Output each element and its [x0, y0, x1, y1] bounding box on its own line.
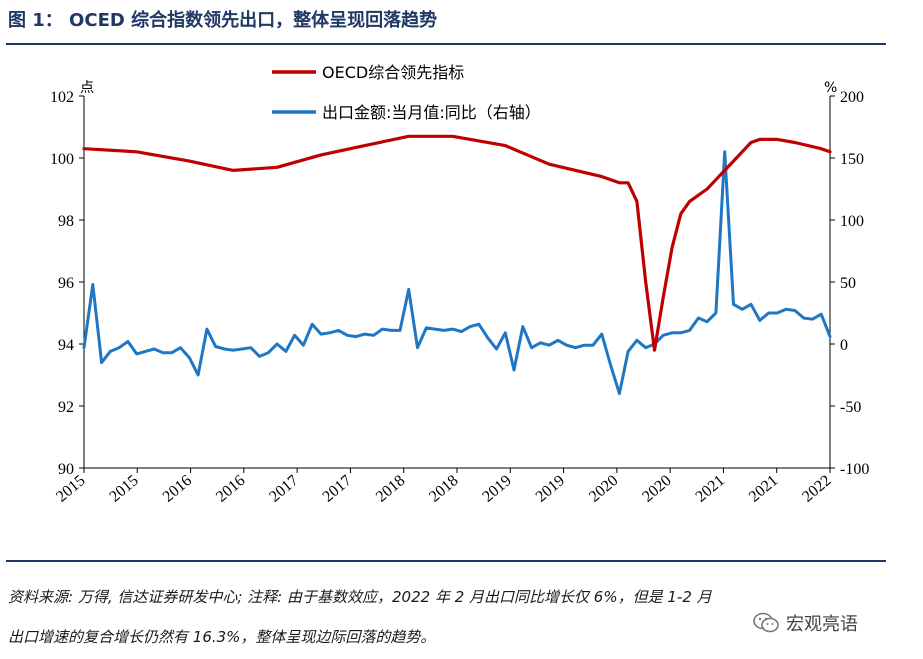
left-axis-unit: 点 [80, 80, 94, 96]
x-tick-label: 2015 [106, 472, 141, 506]
x-tick-label: 2016 [213, 472, 248, 506]
left-tick-label: 92 [58, 399, 74, 416]
right-tick-label: 200 [840, 89, 864, 106]
x-axis-ticks: 2015 2015 2016 2016 2017 2017 2018 2018 2019 2019… [53, 468, 835, 506]
right-tick-label: 50 [840, 275, 856, 292]
right-tick-label: 0 [840, 337, 848, 354]
right-tick-label: 100 [840, 213, 864, 230]
watermark: 宏观亮语 [752, 610, 858, 636]
x-tick-label: 2018 [426, 472, 461, 506]
source-note-line-2: 出口增速的复合增长仍然有 16.3%，整体呈现边际回落的趋势。 [8, 628, 436, 646]
wechat-icon [753, 612, 779, 633]
dual-axis-line-chart: 90 92 94 96 98 100 102 -100 -50 0 50 100 150 200 201… [50, 63, 869, 506]
series-layer [82, 134, 832, 396]
x-tick-label: 2017 [266, 472, 301, 506]
right-tick-label: -100 [840, 461, 869, 478]
right-tick-label: 150 [840, 151, 864, 168]
x-tick-label: 2021 [746, 472, 781, 506]
x-tick-label: 2018 [373, 472, 408, 506]
left-tick-label: 98 [58, 213, 74, 230]
x-tick-label: 2019 [479, 472, 514, 506]
left-tick-label: 100 [50, 151, 74, 168]
x-tick-label: 2020 [639, 472, 674, 506]
x-tick-label: 2017 [320, 472, 355, 506]
figure-title: 图 1： OCED 综合指数领先出口，整体呈现回落趋势 [8, 10, 438, 31]
oecd-leading-indicator-line [82, 134, 832, 352]
left-tick-label: 96 [58, 275, 74, 292]
top-divider [6, 43, 886, 45]
watermark-text: 宏观亮语 [786, 614, 858, 635]
left-tick-label: 94 [58, 337, 74, 354]
right-tick-label: -50 [840, 399, 861, 416]
legend-label: OECD综合领先指标 [322, 63, 464, 82]
left-tick-label: 102 [50, 89, 74, 106]
left-axis-ticks: 90 92 94 96 98 100 102 [50, 89, 84, 478]
export-yoy-line [82, 150, 832, 396]
x-tick-label: 2021 [693, 472, 728, 506]
right-axis-unit: % [824, 80, 837, 96]
source-note-line-1: 资料来源: 万得, 信达证券研发中心; 注释: 由于基数效应，2022 年 2 … [8, 588, 712, 606]
x-tick-label: 2019 [533, 472, 568, 506]
right-axis-ticks: -100 -50 0 50 100 150 200 [830, 89, 869, 478]
legend-label: 出口金额:当月值:同比（右轴） [322, 103, 541, 122]
x-tick-label: 2022 [799, 472, 834, 506]
bottom-divider [6, 560, 886, 562]
x-tick-label: 2016 [160, 472, 195, 506]
left-tick-label: 90 [58, 461, 74, 478]
x-tick-label: 2020 [586, 472, 621, 506]
